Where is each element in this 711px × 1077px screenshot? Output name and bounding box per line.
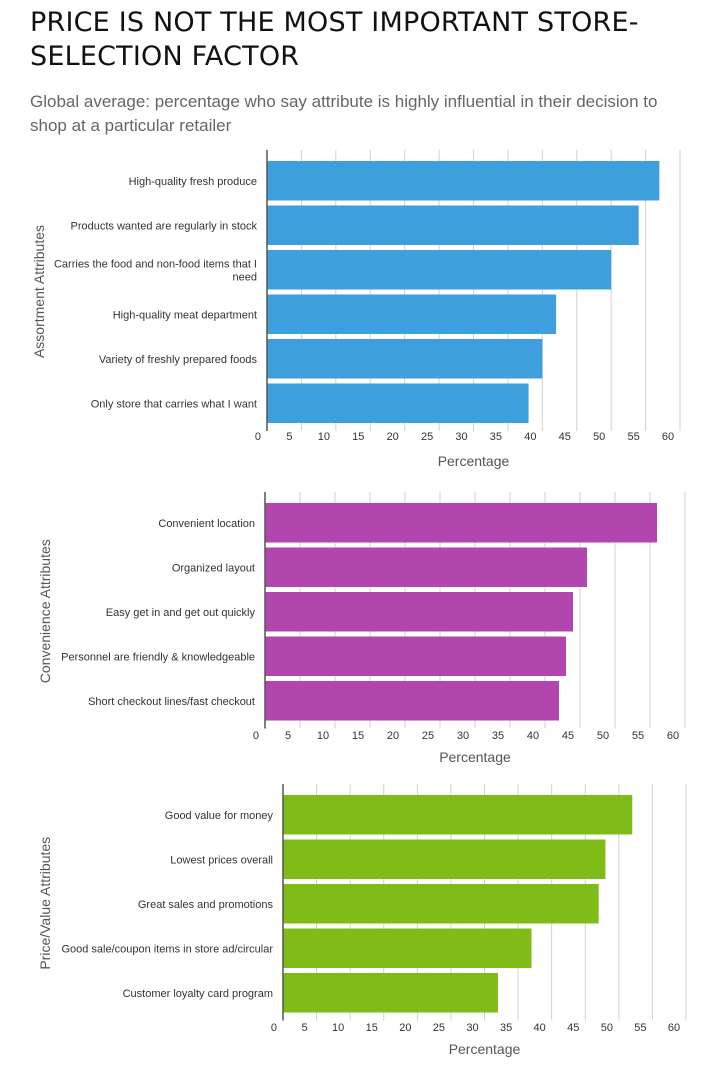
x-tick-label: 10 xyxy=(317,730,329,742)
x-tick-label: 50 xyxy=(593,431,605,443)
x-tick-label: 5 xyxy=(285,730,291,742)
bar-assortment-4 xyxy=(267,294,557,334)
x-tick-label: 15 xyxy=(366,1022,378,1034)
category-label: Personnel are friendly & knowledgeable xyxy=(61,651,255,663)
x-tick-label: 60 xyxy=(668,1022,680,1034)
category-label: Great sales and promotions xyxy=(138,899,274,911)
category-label: Carries the food and non-food items that… xyxy=(54,258,257,270)
x-tick-label: 30 xyxy=(457,730,469,742)
bar-assortment-1 xyxy=(267,161,660,201)
x-tick-label: 25 xyxy=(422,730,434,742)
category-label: Good value for money xyxy=(165,810,274,822)
x-tick-label: 50 xyxy=(601,1022,613,1034)
x-tick-label: 50 xyxy=(597,730,609,742)
category-label: Easy get in and get out quickly xyxy=(106,607,256,619)
bar-price-value-4 xyxy=(283,928,532,968)
category-label: High-quality meat department xyxy=(113,309,257,321)
x-tick-label: 30 xyxy=(455,431,467,443)
bar-price-value-1 xyxy=(283,795,633,835)
category-label: Short checkout lines/fast checkout xyxy=(88,696,255,708)
bar-convenience-4 xyxy=(265,636,566,676)
group-axis-title: Convenience Attributes xyxy=(37,539,53,683)
x-tick-label: 5 xyxy=(286,431,292,443)
x-tick-label: 35 xyxy=(500,1022,512,1034)
bar-convenience-3 xyxy=(265,592,573,632)
x-axis-title: Percentage xyxy=(449,1041,521,1057)
chart-title: PRICE IS NOT THE MOST IMPORTANT STORE-SE… xyxy=(30,7,639,72)
x-tick-label: 20 xyxy=(399,1022,411,1034)
category-label: Only store that carries what I want xyxy=(91,398,257,410)
bar-convenience-5 xyxy=(265,681,559,721)
x-tick-label: 40 xyxy=(534,1022,546,1034)
x-tick-label: 10 xyxy=(318,431,330,443)
bar-convenience-2 xyxy=(265,547,587,587)
x-tick-label: 40 xyxy=(527,730,539,742)
group-axis-title: Assortment Attributes xyxy=(31,225,47,358)
x-tick-label: 45 xyxy=(567,1022,579,1034)
convenience-chart: Convenient location Organized layout Easy … xyxy=(37,492,686,765)
bar-price-value-3 xyxy=(283,884,599,924)
category-label: Convenient location xyxy=(158,518,255,530)
x-tick-label: 35 xyxy=(492,730,504,742)
bar-price-value-5 xyxy=(283,973,498,1013)
x-tick-label: 10 xyxy=(332,1022,344,1034)
x-tick-label: 35 xyxy=(490,431,502,443)
x-tick-label: 45 xyxy=(562,730,574,742)
bar-convenience-1 xyxy=(265,503,657,543)
x-tick-label: 60 xyxy=(667,730,679,742)
x-tick-label: 40 xyxy=(524,431,536,443)
x-tick-label: 55 xyxy=(627,431,639,443)
x-tick-label: 15 xyxy=(352,730,364,742)
x-tick-label: 45 xyxy=(559,431,571,443)
x-tick-label: 0 xyxy=(253,730,259,742)
bar-assortment-2 xyxy=(267,205,639,245)
bar-assortment-6 xyxy=(267,383,529,423)
x-tick-label: 25 xyxy=(421,431,433,443)
x-tick-label: 60 xyxy=(662,431,674,443)
x-tick-label: 30 xyxy=(466,1022,478,1034)
x-tick-label: 15 xyxy=(352,431,364,443)
category-label: High-quality fresh produce xyxy=(129,176,257,188)
x-tick-label: 20 xyxy=(387,730,399,742)
x-tick-label: 5 xyxy=(302,1022,308,1034)
category-label: need xyxy=(233,271,257,283)
x-axis-title: Percentage xyxy=(438,453,510,469)
x-tick-label: 0 xyxy=(255,431,261,443)
category-label: Good sale/coupon items in store ad/circu… xyxy=(61,943,273,955)
x-tick-label: 0 xyxy=(271,1022,277,1034)
assortment-chart: High-quality fresh produce Products wante… xyxy=(31,150,681,469)
category-label: Organized layout xyxy=(172,562,255,574)
x-tick-label: 55 xyxy=(632,730,644,742)
category-label: Customer loyalty card program xyxy=(123,988,273,1000)
category-label: Variety of freshly prepared foods xyxy=(99,354,258,366)
chart-subtitle: Global average: percentage who say attri… xyxy=(30,92,658,135)
category-label: Products wanted are regularly in stock xyxy=(71,220,258,232)
x-axis-title: Percentage xyxy=(439,749,511,765)
bar-assortment-5 xyxy=(267,339,543,379)
bar-price-value-2 xyxy=(283,839,606,879)
x-tick-label: 25 xyxy=(433,1022,445,1034)
price-value-chart: Good value for money Lowest prices overal… xyxy=(37,784,687,1057)
x-tick-label: 20 xyxy=(387,431,399,443)
x-tick-label: 55 xyxy=(634,1022,646,1034)
category-label: Lowest prices overall xyxy=(170,854,273,866)
bar-assortment-3 xyxy=(267,250,612,290)
group-axis-title: Price/Value Attributes xyxy=(37,837,53,970)
